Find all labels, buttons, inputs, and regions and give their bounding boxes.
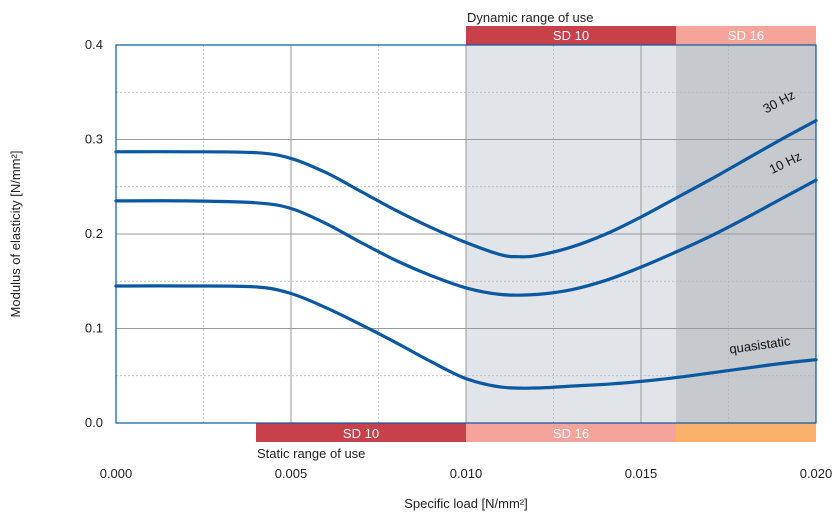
y-tick-label: 0.0 xyxy=(85,415,103,430)
dynamic-range-bands: SD 10 SD 16 xyxy=(466,26,816,45)
tick-labels: 0.000 0.005 0.010 0.015 0.020 0.0 0.1 0.2 0.3 0.4 xyxy=(85,37,832,481)
dynamic-band-1 xyxy=(676,26,816,45)
static-band-label: SD 10 xyxy=(343,426,379,441)
x-tick-label: 0.015 xyxy=(625,466,658,481)
dynamic-band-label: SD 10 xyxy=(553,28,589,43)
series-line-0 xyxy=(114,119,818,259)
y-tick-label: 0.2 xyxy=(85,226,103,241)
plot-frame xyxy=(115,44,817,424)
y-tick-label: 0.1 xyxy=(85,321,103,336)
x-tick-label: 0.000 xyxy=(100,466,133,481)
y-tick-label: 0.3 xyxy=(85,132,103,147)
dynamic-band-label: SD 16 xyxy=(728,28,764,43)
x-axis-label: Specific load [N/mm²] xyxy=(404,496,528,511)
series-line-2 xyxy=(114,284,818,390)
y-axis-label: Modulus of elasticity [N/mm²] xyxy=(8,151,23,318)
dynamic-band-0 xyxy=(466,26,676,45)
static-band-2 xyxy=(676,423,816,442)
series-line-1 xyxy=(114,178,818,297)
y-tick-label: 0.4 xyxy=(85,37,103,52)
static-band-1 xyxy=(466,423,676,442)
static-range-label: Static range of use xyxy=(257,446,365,461)
dynamic-range-label: Dynamic range of use xyxy=(467,10,593,25)
x-tick-label: 0.010 xyxy=(450,466,483,481)
grid xyxy=(116,45,816,423)
x-tick-label: 0.005 xyxy=(275,466,308,481)
static-range-bands: SD 10 SD 16 xyxy=(256,423,816,442)
static-band-label: SD 16 xyxy=(553,426,589,441)
x-tick-label: 0.020 xyxy=(800,466,833,481)
static-band-0 xyxy=(256,423,466,442)
